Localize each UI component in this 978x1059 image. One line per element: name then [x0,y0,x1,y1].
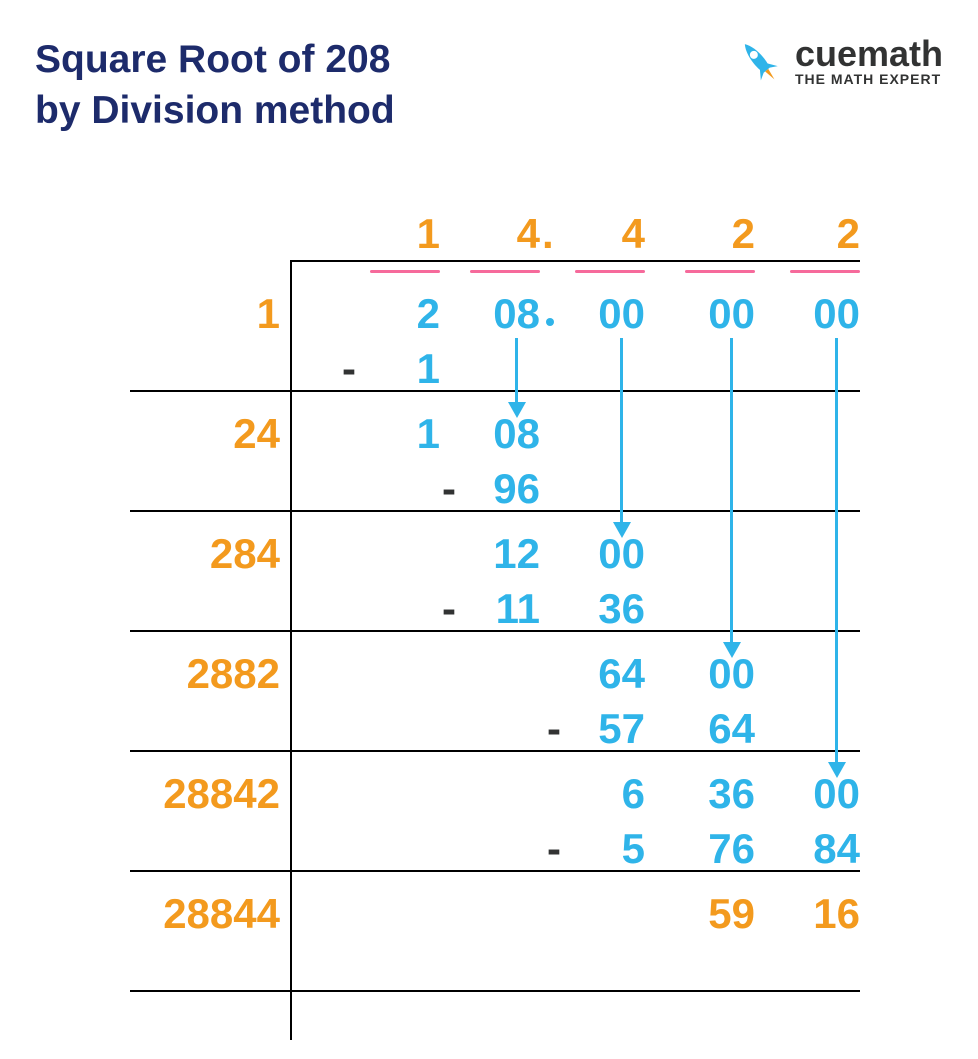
step-subtrahend: 1 [360,345,440,393]
step-separator [130,510,860,512]
step-minuend: 00 [780,770,860,818]
division-top-line [290,260,860,262]
divisor: 2882 [60,650,280,698]
divisor: 28842 [60,770,280,818]
pair-overbar [470,270,540,273]
quotient-digit: 4 [565,210,645,258]
quotient-decimal: . [542,210,554,258]
step-subtrahend: 57 [565,705,645,753]
divisor: 1 [60,290,280,338]
final-separator [130,990,860,992]
quotient-digit: 2 [675,210,755,258]
final-remainder: 16 [780,890,860,938]
minus-sign: - [442,465,456,513]
bring-down-arrow [835,338,838,764]
step-minuend: 00 [565,530,645,578]
step-minuend: 08 [460,410,540,458]
dividend-pair: 00 [565,290,645,338]
page-title: Square Root of 208 by Division method [35,35,395,136]
minus-sign: - [547,825,561,873]
final-remainder: 59 [675,890,755,938]
pair-overbar [790,270,860,273]
logo-tagline: THE MATH EXPERT [795,72,943,86]
step-minuend: 36 [675,770,755,818]
brand-logo: cuemath THE MATH EXPERT [733,35,943,87]
pair-overbar [685,270,755,273]
step-minuend: 12 [460,530,540,578]
step-separator [130,870,860,872]
step-subtrahend: 5 [565,825,645,873]
step-subtrahend: 36 [565,585,645,633]
title-line-2: by Division method [35,86,395,137]
quotient-digit: 4 [460,210,540,258]
step-minuend: 1 [360,410,440,458]
dividend-pair: 00 [675,290,755,338]
minus-sign: - [547,705,561,753]
step-subtrahend: 64 [675,705,755,753]
step-minuend: 64 [565,650,645,698]
dividend-decimal [546,318,554,326]
bring-down-arrow [620,338,623,524]
divisor: 284 [60,530,280,578]
title-line-1: Square Root of 208 [35,35,395,86]
step-subtrahend: 96 [460,465,540,513]
quotient-digit: 2 [780,210,860,258]
final-divisor: 28844 [60,890,280,938]
dividend-pair: 08 [460,290,540,338]
step-subtrahend: 11 [460,585,540,633]
logo-brand-text: cuemath [795,36,943,72]
pair-overbar [575,270,645,273]
step-separator [130,750,860,752]
step-separator [130,630,860,632]
minus-sign: - [342,345,356,393]
step-separator [130,390,860,392]
minus-sign: - [442,585,456,633]
rocket-icon [733,35,785,87]
pair-overbar [370,270,440,273]
step-subtrahend: 76 [675,825,755,873]
dividend-pair: 2 [360,290,440,338]
quotient-digit: 1 [360,210,440,258]
dividend-pair: 00 [780,290,860,338]
step-minuend: 6 [565,770,645,818]
bring-down-arrow [515,338,518,404]
division-vertical-line [290,260,292,1040]
step-subtrahend: 84 [780,825,860,873]
bring-down-arrow [730,338,733,644]
divisor: 24 [60,410,280,458]
step-minuend: 00 [675,650,755,698]
